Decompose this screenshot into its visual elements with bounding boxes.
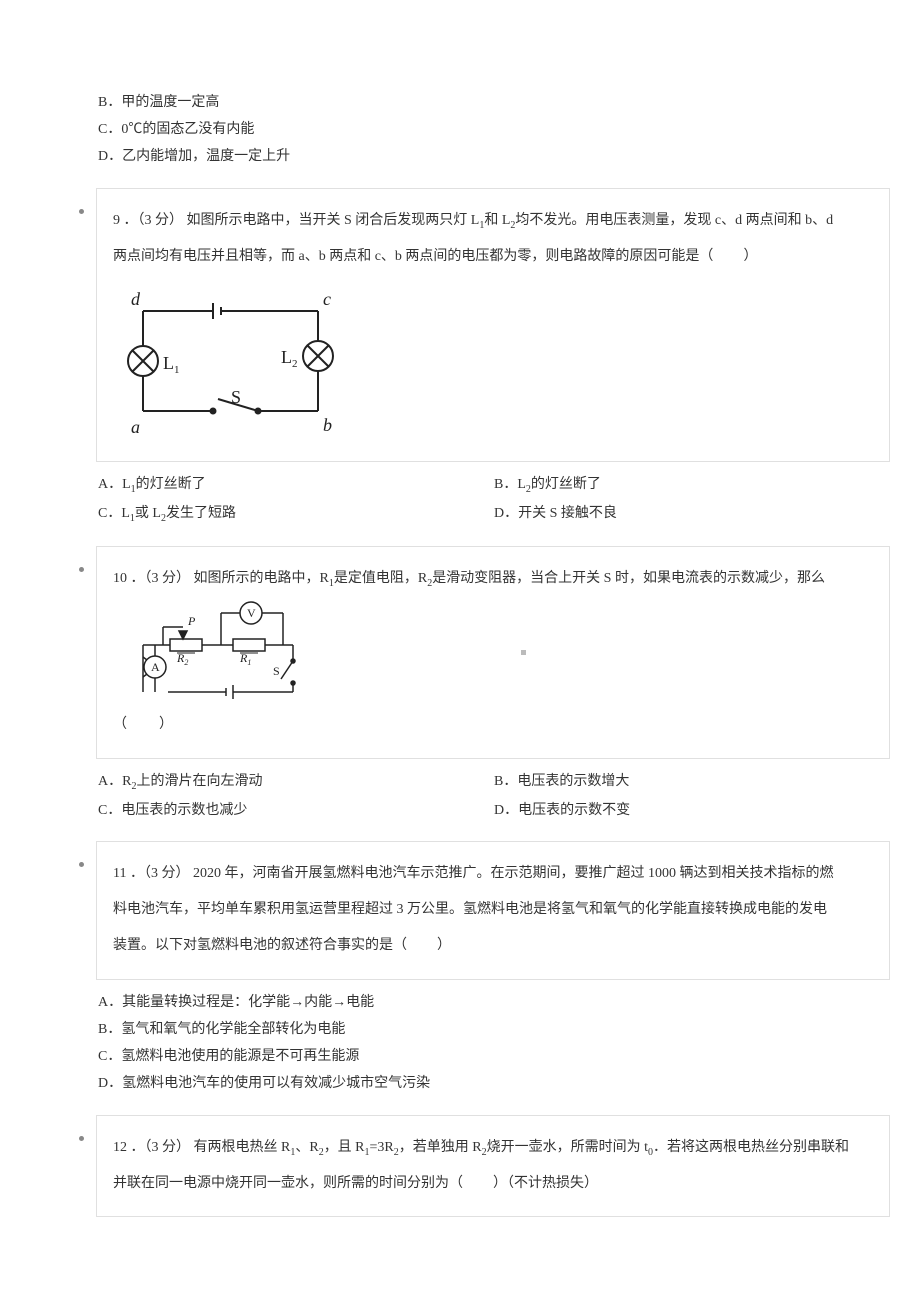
q9-label-a: a xyxy=(131,417,140,437)
q9-c-pre: C．L xyxy=(98,506,130,521)
q8-options-tail: B．甲的温度一定高 C．0℃的固态乙没有内能 D．乙内能增加，温度一定上升 xyxy=(30,90,890,170)
q9-label-l1: L1 xyxy=(163,353,180,376)
q9-label-c: c xyxy=(323,289,331,309)
bullet-icon xyxy=(79,862,84,867)
q9-options: A．L1的灯丝断了 B．L2的灯丝断了 C．L1或 L2发生了短路 D．开关 S… xyxy=(30,472,890,528)
q9-option-d: D．开关 S 接触不良 xyxy=(494,501,890,528)
svg-text:A: A xyxy=(151,660,160,674)
q9-option-b: B．L2的灯丝断了 xyxy=(494,472,890,499)
q9-label-s: S xyxy=(231,387,241,407)
q11-option-c: C．氢燃料电池使用的能源是不可再生能源 xyxy=(98,1044,890,1069)
q9-points: （3 分） xyxy=(138,213,184,228)
q12-stem-c: ，且 R xyxy=(324,1140,365,1155)
q9-number: 9 ．（3 分） xyxy=(113,213,183,228)
q9-c-post: 发生了短路 xyxy=(166,506,236,521)
q10-po: （ xyxy=(113,717,129,732)
q8-option-b: B．甲的温度一定高 xyxy=(98,90,890,115)
q12-stem-a: 有两根电热丝 R xyxy=(194,1140,291,1155)
q9-b-pre: B．L xyxy=(494,477,526,492)
q9-option-a: A．L1的灯丝断了 xyxy=(98,472,494,499)
svg-text:S: S xyxy=(273,664,280,678)
q10-stem-b: 是定值电阻，R xyxy=(334,571,427,586)
q12-stem-b: 、R xyxy=(295,1140,318,1155)
q9-stem-c: 均不发光。用电压表测量，发现 c、d 两点间和 b、d xyxy=(515,213,833,228)
bullet-icon xyxy=(79,567,84,572)
q10-stem-c: 是滑动变阻器，当合上开关 S 时，如果电流表的示数减少，那么 xyxy=(432,571,825,586)
q11-option-b: B．氢气和氧气的化学能全部转化为电能 xyxy=(98,1017,890,1042)
q8-option-d: D．乙内能增加，温度一定上升 xyxy=(98,144,890,169)
q9-stem-b: 和 L xyxy=(484,213,510,228)
q10-a-pre: A．R xyxy=(98,774,131,789)
q11-stem-c: 装置。以下对氢燃料电池的叙述符合事实的是（ xyxy=(113,938,407,953)
q12-stem-i: ）（不计热损失） xyxy=(493,1176,598,1191)
q9-option-c: C．L1或 L2发生了短路 xyxy=(98,501,494,528)
q10-number: 10 ．（3 分） xyxy=(113,571,190,586)
q9-stem-a: 如图所示电路中，当开关 S 闭合后发现两只灯 L xyxy=(187,213,480,228)
q12-stem-h: 并联在同一电源中烧开同一壶水，则所需的时间分别为（ xyxy=(113,1176,463,1191)
q12-points: （3 分） xyxy=(145,1140,191,1155)
q9-block: 9 ．（3 分） 如图所示电路中，当开关 S 闭合后发现两只灯 L1和 L2均不… xyxy=(96,188,890,463)
q12-number: 12 ．（3 分） xyxy=(113,1140,190,1155)
svg-text:P: P xyxy=(187,614,196,628)
q9-a-post: 的灯丝断了 xyxy=(136,477,206,492)
bullet-icon xyxy=(79,209,84,214)
q9-label-b: b xyxy=(323,415,332,435)
q11-option-a: A．其能量转换过程是：化学能→内能→电能 xyxy=(98,990,890,1015)
q12-num: 12 xyxy=(113,1140,127,1155)
q9-label-l2: L2 xyxy=(281,347,298,370)
q11-options: A．其能量转换过程是：化学能→内能→电能 B．氢气和氧气的化学能全部转化为电能 … xyxy=(30,990,890,1097)
q9-b-post: 的灯丝断了 xyxy=(531,477,601,492)
q9-stem-d: 两点间均有电压并且相等，而 a、b 两点和 c、b 两点间的电压都为零，则电路故… xyxy=(113,249,713,264)
q10-options: A．R2上的滑片在向左滑动 B．电压表的示数增大 C．电压表的示数也减少 D．电… xyxy=(30,769,890,823)
bullet-icon xyxy=(79,1136,84,1141)
q10-option-b: B．电压表的示数增大 xyxy=(494,769,890,796)
q10-paren: （） xyxy=(113,717,175,732)
q10-dot xyxy=(517,645,530,660)
q11-num: 11 xyxy=(113,866,126,881)
q9-label-d: d xyxy=(131,289,141,309)
q11-points: （3 分） xyxy=(144,866,190,881)
q10-circuit-diagram: P V A R2 R1 S xyxy=(113,597,313,707)
q11-block: 11 ．（3 分） 2020 年，河南省开展氢燃料电池汽车示范推广。在示范期间，… xyxy=(96,841,890,980)
q10-num: 10 xyxy=(113,571,127,586)
q10-option-a: A．R2上的滑片在向左滑动 xyxy=(98,769,494,796)
q10-option-c: C．电压表的示数也减少 xyxy=(98,798,494,823)
svg-text:V: V xyxy=(247,606,256,620)
q9-circuit-diagram: d c a b L1 L2 S xyxy=(113,281,873,441)
q9-stem-e: ） xyxy=(743,249,757,264)
q11-stem-b: 料电池汽车，平均单车累积用氢运营里程超过 3 万公里。氢燃料电池是将氢气和氧气的… xyxy=(113,902,827,917)
q11-stem-a: 2020 年，河南省开展氢燃料电池汽车示范推广。在示范期间，要推广超过 1000… xyxy=(193,866,834,881)
q11-option-d: D．氢燃料电池汽车的使用可以有效减少城市空气污染 xyxy=(98,1071,890,1096)
q12-stem-e: ，若单独用 R xyxy=(399,1140,482,1155)
q12-block: 12 ．（3 分） 有两根电热丝 R1、R2，且 R1=3R2，若单独用 R2烧… xyxy=(96,1115,890,1218)
q11-number: 11 ．（3 分） xyxy=(113,866,189,881)
q12-stem-f: 烧开一壶水，所需时间为 t xyxy=(487,1140,648,1155)
q12-stem-g: ．若将这两根电热丝分别串联和 xyxy=(653,1140,849,1155)
q10-block: 10 ．（3 分） 如图所示的电路中，R1是定值电阻，R2是滑动变阻器，当合上开… xyxy=(96,546,890,759)
q10-option-d: D．电压表的示数不变 xyxy=(494,798,890,823)
q9-a-pre: A．L xyxy=(98,477,131,492)
q10-a-post: 上的滑片在向左滑动 xyxy=(136,774,262,789)
q9-num: 9 xyxy=(113,213,120,228)
q10-pc: ） xyxy=(159,717,175,732)
q12-stem-d: =3R xyxy=(370,1140,394,1155)
q8-option-c: C．0℃的固态乙没有内能 xyxy=(98,117,890,142)
q10-points: （3 分） xyxy=(145,571,191,586)
q10-stem-a: 如图所示的电路中，R xyxy=(194,571,329,586)
q11-stem-d: ） xyxy=(437,938,451,953)
q9-c-mid: 或 L xyxy=(135,506,161,521)
